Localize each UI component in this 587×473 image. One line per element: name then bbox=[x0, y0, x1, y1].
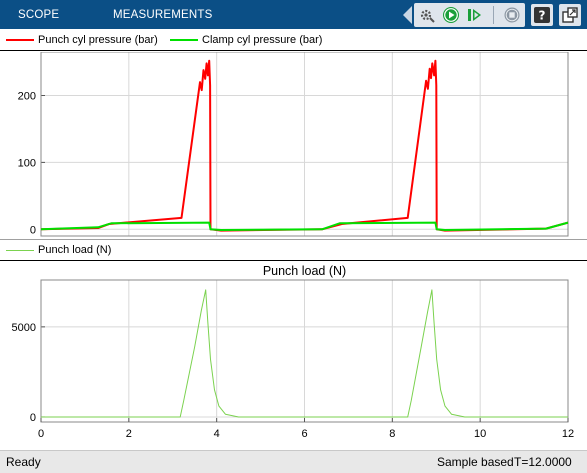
legend-bottom: Punch load (N) bbox=[0, 239, 587, 261]
y-tick-label: 100 bbox=[18, 157, 36, 169]
legend-top: Punch cyl pressure (bar) Clamp cyl press… bbox=[0, 29, 587, 51]
step-forward-icon[interactable] bbox=[465, 5, 485, 25]
status-sim-time: T=12.0000 bbox=[514, 455, 572, 469]
status-sample-mode: Sample based bbox=[437, 455, 514, 469]
legend-swatch bbox=[6, 249, 34, 251]
legend-item-punch-pressure[interactable]: Punch cyl pressure (bar) bbox=[6, 29, 158, 50]
tab-scope[interactable]: SCOPE bbox=[18, 8, 60, 21]
x-tick-label: 8 bbox=[389, 428, 395, 440]
status-state: Ready bbox=[6, 455, 41, 469]
scope-toolbar: SCOPE MEASUREMENTS bbox=[0, 0, 587, 29]
legend-label: Punch cyl pressure (bar) bbox=[38, 33, 158, 46]
plot-frame bbox=[40, 52, 569, 237]
toolbar-overflow-icon[interactable] bbox=[400, 0, 414, 29]
punch-load-chart: 0 5000 0 2 4 6 8 10 12 Punch load (N) bbox=[12, 264, 575, 440]
legend-item-clamp-pressure[interactable]: Clamp cyl pressure (bar) bbox=[170, 29, 322, 50]
tab-measurements[interactable]: MEASUREMENTS bbox=[113, 8, 213, 21]
pressure-chart: 0 100 200 bbox=[18, 52, 569, 237]
toolbar-separator bbox=[493, 5, 494, 24]
plot-pressure[interactable]: 0 100 200 bbox=[0, 52, 587, 238]
x-tick-label: 10 bbox=[474, 428, 486, 440]
y-tick-label: 0 bbox=[30, 224, 36, 236]
y-tick-label: 200 bbox=[18, 90, 36, 102]
x-tick-label: 12 bbox=[562, 428, 574, 440]
series-line-2 bbox=[40, 221, 569, 231]
y-tick-label: 5000 bbox=[12, 322, 36, 334]
chart-title: Punch load (N) bbox=[263, 264, 346, 278]
toolbar-actions: ? bbox=[400, 0, 587, 29]
legend-label: Clamp cyl pressure (bar) bbox=[202, 33, 323, 46]
legend-label: Punch load (N) bbox=[38, 244, 112, 256]
settings-gear-icon[interactable] bbox=[417, 5, 437, 25]
simulation-controls bbox=[414, 2, 525, 27]
legend-item-punch-load[interactable]: Punch load (N) bbox=[6, 240, 111, 260]
plot-punch-load[interactable]: 0 5000 0 2 4 6 8 10 12 Punch load (N) bbox=[0, 262, 587, 447]
x-tick-label: 0 bbox=[38, 428, 44, 440]
svg-text:?: ? bbox=[539, 8, 546, 22]
undock-icon[interactable] bbox=[559, 3, 581, 26]
x-tick-label: 2 bbox=[126, 428, 132, 440]
x-tick-label: 6 bbox=[301, 428, 307, 440]
status-bar: Ready Sample based T=12.0000 bbox=[0, 450, 587, 473]
legend-swatch bbox=[170, 38, 198, 41]
x-tick-label: 4 bbox=[214, 428, 220, 440]
legend-swatch bbox=[6, 38, 34, 41]
stop-icon[interactable] bbox=[502, 5, 522, 25]
help-icon[interactable]: ? bbox=[531, 3, 553, 26]
series-line-1 bbox=[41, 289, 568, 418]
run-icon[interactable] bbox=[441, 5, 461, 25]
y-tick-label: 0 bbox=[30, 412, 36, 424]
